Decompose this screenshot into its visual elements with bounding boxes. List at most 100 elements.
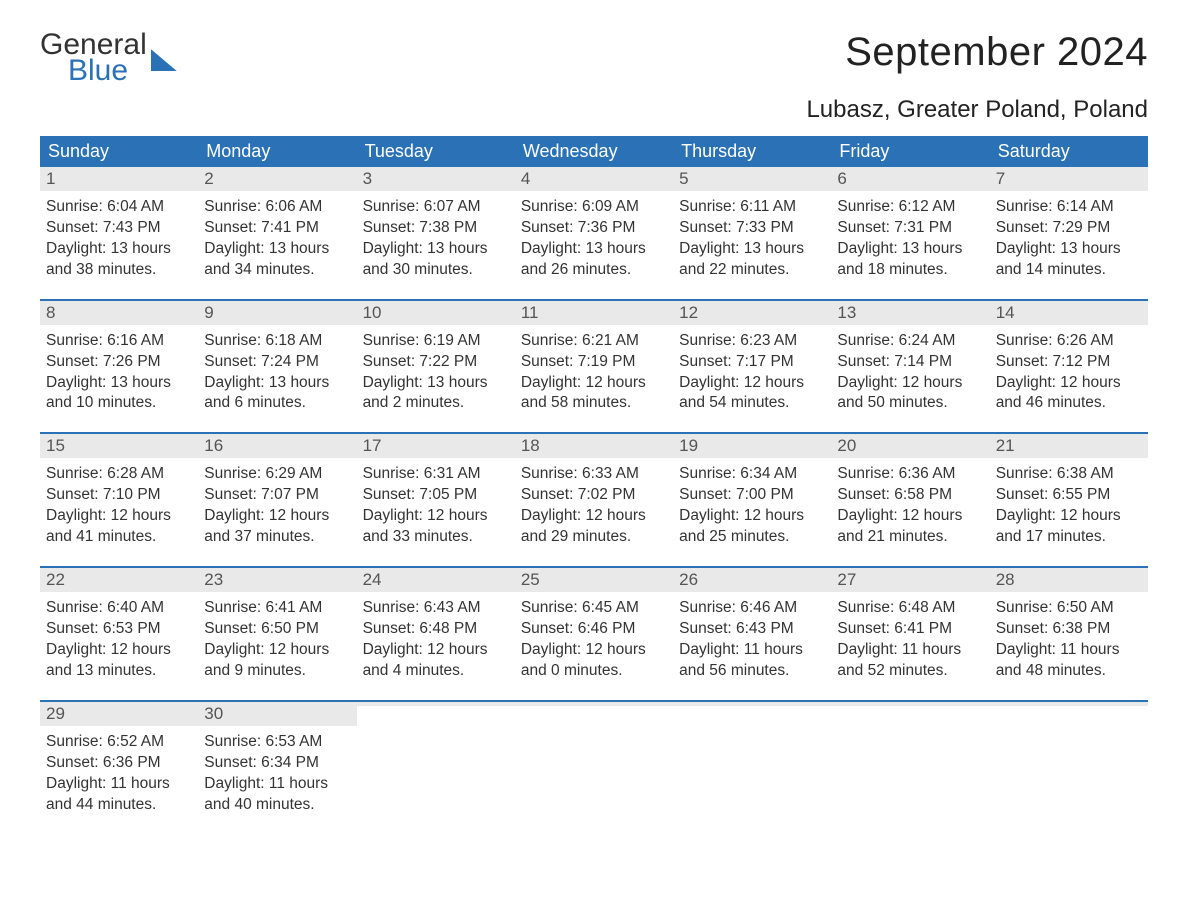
daylight-line1: Daylight: 13 hours xyxy=(204,373,350,394)
day-cell: 29Sunrise: 6:52 AMSunset: 6:36 PMDayligh… xyxy=(40,702,198,820)
sunrise-line: Sunrise: 6:33 AM xyxy=(521,464,667,485)
day-number: 15 xyxy=(40,434,198,458)
daylight-line1: Daylight: 13 hours xyxy=(837,239,983,260)
sunrise-line: Sunrise: 6:23 AM xyxy=(679,331,825,352)
day-number: 13 xyxy=(831,301,989,325)
day-body: Sunrise: 6:29 AMSunset: 7:07 PMDaylight:… xyxy=(198,458,356,552)
header: General Blue September 2024 xyxy=(40,30,1148,86)
week-row: 29Sunrise: 6:52 AMSunset: 6:36 PMDayligh… xyxy=(40,700,1148,820)
brand-logo: General Blue xyxy=(40,30,177,86)
daylight-line1: Daylight: 12 hours xyxy=(837,506,983,527)
week-row: 22Sunrise: 6:40 AMSunset: 6:53 PMDayligh… xyxy=(40,566,1148,686)
sunset-line: Sunset: 7:26 PM xyxy=(46,352,192,373)
day-cell: 18Sunrise: 6:33 AMSunset: 7:02 PMDayligh… xyxy=(515,434,673,552)
day-body: Sunrise: 6:43 AMSunset: 6:48 PMDaylight:… xyxy=(357,592,515,686)
day-number: 5 xyxy=(673,167,831,191)
sunset-line: Sunset: 7:00 PM xyxy=(679,485,825,506)
daylight-line1: Daylight: 12 hours xyxy=(521,640,667,661)
sunrise-line: Sunrise: 6:48 AM xyxy=(837,598,983,619)
day-number: 8 xyxy=(40,301,198,325)
day-cell: 16Sunrise: 6:29 AMSunset: 7:07 PMDayligh… xyxy=(198,434,356,552)
day-body: Sunrise: 6:45 AMSunset: 6:46 PMDaylight:… xyxy=(515,592,673,686)
daylight-line1: Daylight: 12 hours xyxy=(204,640,350,661)
sunset-line: Sunset: 6:58 PM xyxy=(837,485,983,506)
day-cell: 11Sunrise: 6:21 AMSunset: 7:19 PMDayligh… xyxy=(515,301,673,419)
sunset-line: Sunset: 7:10 PM xyxy=(46,485,192,506)
daylight-line1: Daylight: 11 hours xyxy=(46,774,192,795)
day-body: Sunrise: 6:40 AMSunset: 6:53 PMDaylight:… xyxy=(40,592,198,686)
daylight-line2: and 30 minutes. xyxy=(363,260,509,281)
daylight-line1: Daylight: 12 hours xyxy=(996,373,1142,394)
sunrise-line: Sunrise: 6:45 AM xyxy=(521,598,667,619)
sunrise-line: Sunrise: 6:21 AM xyxy=(521,331,667,352)
sunset-line: Sunset: 7:33 PM xyxy=(679,218,825,239)
daylight-line1: Daylight: 13 hours xyxy=(204,239,350,260)
day-cell: 26Sunrise: 6:46 AMSunset: 6:43 PMDayligh… xyxy=(673,568,831,686)
day-body: Sunrise: 6:18 AMSunset: 7:24 PMDaylight:… xyxy=(198,325,356,419)
daylight-line1: Daylight: 12 hours xyxy=(679,506,825,527)
daylight-line1: Daylight: 13 hours xyxy=(363,373,509,394)
day-cell: 9Sunrise: 6:18 AMSunset: 7:24 PMDaylight… xyxy=(198,301,356,419)
day-body: Sunrise: 6:19 AMSunset: 7:22 PMDaylight:… xyxy=(357,325,515,419)
sunset-line: Sunset: 6:46 PM xyxy=(521,619,667,640)
daylight-line2: and 21 minutes. xyxy=(837,527,983,548)
day-body: Sunrise: 6:41 AMSunset: 6:50 PMDaylight:… xyxy=(198,592,356,686)
brand-line2: Blue xyxy=(68,56,147,86)
daylight-line1: Daylight: 13 hours xyxy=(46,239,192,260)
day-cell xyxy=(357,702,515,820)
day-cell: 15Sunrise: 6:28 AMSunset: 7:10 PMDayligh… xyxy=(40,434,198,552)
day-cell: 14Sunrise: 6:26 AMSunset: 7:12 PMDayligh… xyxy=(990,301,1148,419)
day-number: 21 xyxy=(990,434,1148,458)
daylight-line2: and 46 minutes. xyxy=(996,393,1142,414)
weekday-header: Thursday xyxy=(673,136,831,167)
day-body xyxy=(357,706,515,716)
day-cell: 6Sunrise: 6:12 AMSunset: 7:31 PMDaylight… xyxy=(831,167,989,285)
daylight-line1: Daylight: 12 hours xyxy=(46,640,192,661)
sunrise-line: Sunrise: 6:26 AM xyxy=(996,331,1142,352)
daylight-line2: and 50 minutes. xyxy=(837,393,983,414)
sunset-line: Sunset: 6:38 PM xyxy=(996,619,1142,640)
day-body: Sunrise: 6:24 AMSunset: 7:14 PMDaylight:… xyxy=(831,325,989,419)
day-cell xyxy=(990,702,1148,820)
sunrise-line: Sunrise: 6:43 AM xyxy=(363,598,509,619)
day-body: Sunrise: 6:23 AMSunset: 7:17 PMDaylight:… xyxy=(673,325,831,419)
sunrise-line: Sunrise: 6:06 AM xyxy=(204,197,350,218)
day-number: 6 xyxy=(831,167,989,191)
day-body: Sunrise: 6:06 AMSunset: 7:41 PMDaylight:… xyxy=(198,191,356,285)
day-number: 14 xyxy=(990,301,1148,325)
weekday-header: Monday xyxy=(198,136,356,167)
daylight-line1: Daylight: 13 hours xyxy=(521,239,667,260)
daylight-line1: Daylight: 12 hours xyxy=(837,373,983,394)
day-body: Sunrise: 6:31 AMSunset: 7:05 PMDaylight:… xyxy=(357,458,515,552)
sunset-line: Sunset: 7:12 PM xyxy=(996,352,1142,373)
sunrise-line: Sunrise: 6:14 AM xyxy=(996,197,1142,218)
day-cell: 10Sunrise: 6:19 AMSunset: 7:22 PMDayligh… xyxy=(357,301,515,419)
day-number: 29 xyxy=(40,702,198,726)
daylight-line2: and 58 minutes. xyxy=(521,393,667,414)
daylight-line2: and 0 minutes. xyxy=(521,661,667,682)
daylight-line2: and 13 minutes. xyxy=(46,661,192,682)
sunset-line: Sunset: 7:07 PM xyxy=(204,485,350,506)
day-number: 12 xyxy=(673,301,831,325)
weekday-header: Tuesday xyxy=(357,136,515,167)
sunset-line: Sunset: 7:05 PM xyxy=(363,485,509,506)
daylight-line2: and 33 minutes. xyxy=(363,527,509,548)
day-body: Sunrise: 6:33 AMSunset: 7:02 PMDaylight:… xyxy=(515,458,673,552)
sunrise-line: Sunrise: 6:31 AM xyxy=(363,464,509,485)
day-body: Sunrise: 6:26 AMSunset: 7:12 PMDaylight:… xyxy=(990,325,1148,419)
daylight-line2: and 40 minutes. xyxy=(204,795,350,816)
sunset-line: Sunset: 6:53 PM xyxy=(46,619,192,640)
day-cell: 7Sunrise: 6:14 AMSunset: 7:29 PMDaylight… xyxy=(990,167,1148,285)
day-cell: 21Sunrise: 6:38 AMSunset: 6:55 PMDayligh… xyxy=(990,434,1148,552)
day-cell xyxy=(831,702,989,820)
sunset-line: Sunset: 7:02 PM xyxy=(521,485,667,506)
daylight-line2: and 34 minutes. xyxy=(204,260,350,281)
daylight-line2: and 56 minutes. xyxy=(679,661,825,682)
sunrise-line: Sunrise: 6:12 AM xyxy=(837,197,983,218)
sunrise-line: Sunrise: 6:46 AM xyxy=(679,598,825,619)
day-number: 18 xyxy=(515,434,673,458)
sunrise-line: Sunrise: 6:16 AM xyxy=(46,331,192,352)
sunrise-line: Sunrise: 6:09 AM xyxy=(521,197,667,218)
sunset-line: Sunset: 6:55 PM xyxy=(996,485,1142,506)
day-number: 22 xyxy=(40,568,198,592)
